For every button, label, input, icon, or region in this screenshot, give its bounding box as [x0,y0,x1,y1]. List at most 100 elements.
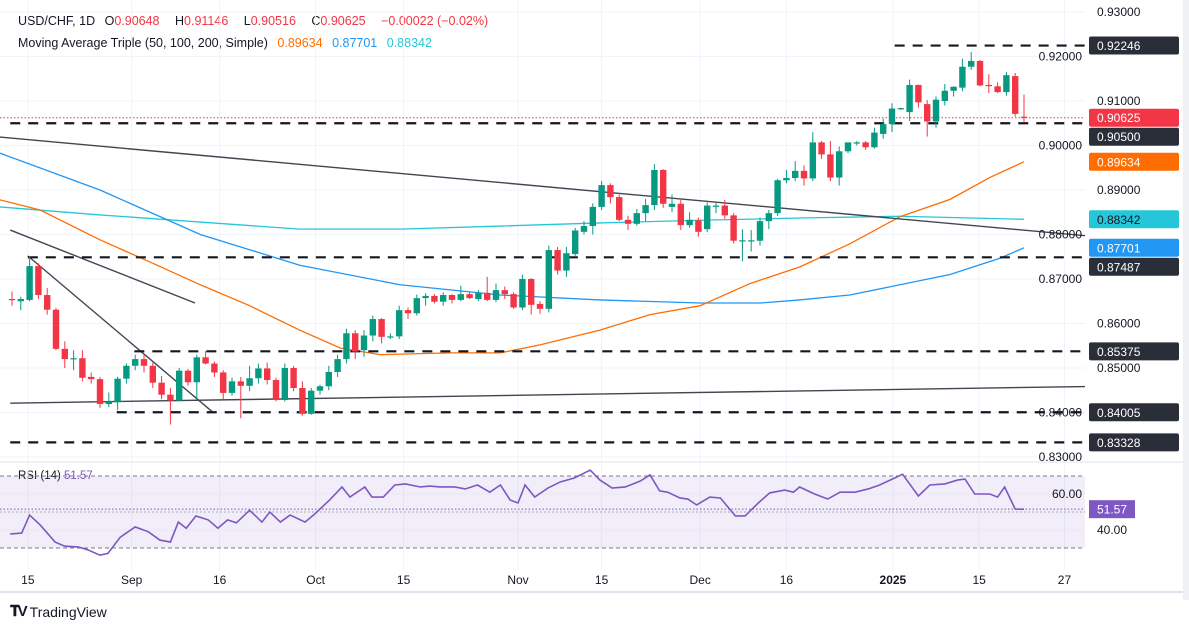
candle[interactable] [352,330,359,360]
candle[interactable] [1003,72,1010,96]
candle[interactable] [792,161,799,182]
candle[interactable] [563,246,570,277]
candle[interactable] [1012,72,1019,117]
candle[interactable] [237,376,244,419]
candle[interactable] [149,362,156,389]
candle[interactable] [721,199,728,219]
candle[interactable] [880,118,887,139]
candle[interactable] [712,202,720,214]
candle[interactable] [316,384,324,395]
candle[interactable] [35,263,42,300]
ma50-line[interactable] [0,161,1025,356]
candle[interactable] [404,307,412,320]
ma200-line[interactable] [0,206,1025,230]
price-axis[interactable]: 0.93000 0.92000 0.91000 0.90000 0.89000 0.880… [1039,5,1179,537]
time-axis[interactable]: 15 Sep 16 Oct 15 Nov 15 Dec 16 2025 15 27 [21,573,1071,587]
candle[interactable] [492,283,500,303]
candle[interactable] [167,388,174,425]
candle[interactable] [184,368,192,386]
candle[interactable] [660,169,667,208]
candle[interactable] [501,286,508,300]
candle[interactable] [369,315,376,342]
candle[interactable] [809,132,816,182]
candle[interactable] [220,370,227,400]
candle[interactable] [396,305,403,340]
candle[interactable] [862,141,869,150]
candle[interactable] [413,294,420,316]
candle[interactable] [105,392,112,408]
candle[interactable] [730,213,737,244]
symbol-label[interactable]: USD/CHF, 1D [18,14,96,28]
price-chart[interactable]: 0.93000 0.92000 0.91000 0.90000 0.89000 0.880… [0,0,1189,600]
candle[interactable] [52,307,60,351]
candle[interactable] [633,209,640,226]
candle[interactable] [994,82,1001,93]
candle[interactable] [783,169,790,184]
candle[interactable] [589,203,596,235]
candle[interactable] [536,301,544,314]
trendline[interactable] [0,136,1189,245]
candle[interactable] [827,141,834,182]
candle[interactable] [871,127,878,149]
candle[interactable] [695,217,702,237]
candle[interactable] [624,215,632,231]
ma-title[interactable]: Moving Average Triple (50, 100, 200, Sim… [18,36,268,50]
candle[interactable] [915,84,922,108]
candle[interactable] [431,294,438,304]
candle[interactable] [158,376,165,400]
candle[interactable] [976,60,984,87]
candle[interactable] [968,52,975,70]
candle[interactable] [554,246,561,275]
candle[interactable] [96,376,104,409]
candle[interactable] [906,79,913,122]
candle[interactable] [202,351,209,365]
candle[interactable] [924,100,931,137]
candle[interactable] [246,365,253,392]
candle[interactable] [616,194,623,222]
candle[interactable] [26,256,33,302]
candle[interactable] [677,199,684,231]
candle[interactable] [572,227,579,256]
candle[interactable] [932,96,940,128]
candle[interactable] [985,74,992,93]
trendline[interactable] [10,385,1189,404]
candle[interactable] [334,354,341,377]
candle[interactable] [140,353,148,373]
rsi-pane[interactable] [0,469,1085,557]
candle[interactable] [484,276,491,302]
candle[interactable] [818,141,825,159]
candle[interactable] [325,365,332,391]
candle[interactable] [422,293,429,306]
candle[interactable] [853,141,860,146]
rsi-title[interactable]: RSI (14) [18,470,61,482]
candle[interactable] [440,292,447,306]
candle[interactable] [193,354,200,400]
tradingview-logo[interactable]: 𝐓V TradingView [10,603,107,620]
candle[interactable] [686,212,693,228]
candle[interactable] [272,377,280,402]
ma100-line[interactable] [0,152,1025,304]
candle[interactable] [70,350,77,371]
candle[interactable] [800,165,808,186]
candle[interactable] [281,363,288,402]
candle[interactable] [132,354,139,371]
candle[interactable] [739,229,746,262]
candle[interactable] [88,372,95,384]
candle[interactable] [836,146,843,186]
candle[interactable] [290,365,297,392]
candle[interactable] [888,103,896,133]
candle[interactable] [475,290,482,302]
candle[interactable] [1020,94,1028,123]
candle[interactable] [598,181,605,211]
candle[interactable] [607,183,614,204]
rsi-line[interactable] [10,469,1025,557]
candle[interactable] [545,245,552,313]
candle[interactable] [528,278,535,315]
candle[interactable] [228,377,236,396]
candle[interactable] [255,363,262,384]
candle[interactable] [211,361,218,377]
candle[interactable] [308,388,315,415]
candle[interactable] [17,296,24,311]
candle[interactable] [756,217,764,246]
candle[interactable] [897,107,904,110]
